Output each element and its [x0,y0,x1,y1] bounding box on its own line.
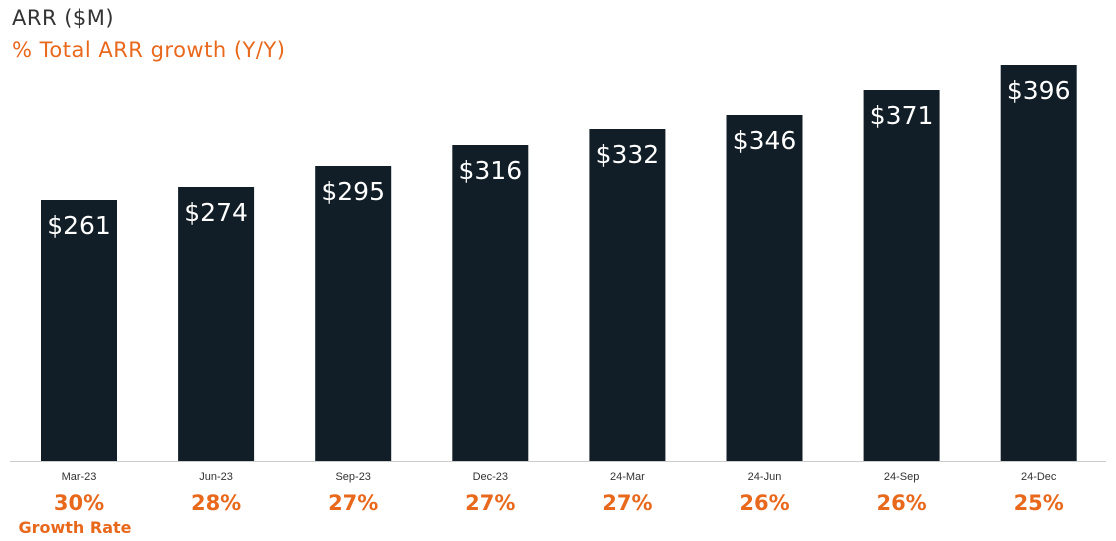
bar-dec-23 [452,145,529,461]
x-tick-label: Mar-23 [62,471,97,483]
bar-mar-23 [41,200,117,461]
bar-24-sep [863,90,940,461]
growth-rate-label: 25% [1014,491,1064,515]
chart-title: ARR ($M) [12,6,115,30]
x-tick-label: Sep-23 [335,471,370,483]
bar-value-label: $316 [458,156,522,185]
bar-jun-23 [178,187,255,461]
bar-value-label: $261 [47,211,111,240]
growth-rate-label: 27% [602,491,652,515]
bar-value-label: $346 [733,126,797,155]
bar-24-jun [726,115,803,461]
x-tick-label: Dec-23 [473,471,508,483]
x-tick-label: 24-Sep [884,471,919,483]
growth-rate-label: 30% [54,491,104,515]
bar-sep-23 [315,166,392,461]
x-tick-label: 24-Dec [1021,471,1057,483]
growth-rate-label: 26% [876,491,926,515]
growth-rate-label: 26% [739,491,789,515]
x-tick-label: Jun-23 [199,471,233,483]
bar-value-label: $332 [596,140,660,169]
growth-rate-label: 27% [465,491,515,515]
bar-24-mar [589,129,666,461]
bar-value-label: $295 [321,177,385,206]
x-tick-label: 24-Jun [748,471,782,483]
x-tick-label: 24-Mar [610,471,645,483]
growth-rate-caption: Growth Rate [18,518,131,537]
growth-rate-label: 28% [191,491,241,515]
chart-subtitle: % Total ARR growth (Y/Y) [12,38,286,62]
bar-value-label: $274 [184,198,248,227]
growth-rate-label: 27% [328,491,378,515]
labels-group: $261 Mar-23 30% $274 Jun-23 28% $295 Sep-23 27% $… [18,76,1070,537]
bars-group [41,65,1077,461]
bar-24-dec [1000,65,1077,461]
bar-value-label: $371 [870,101,934,130]
bar-value-label: $396 [1007,76,1071,105]
